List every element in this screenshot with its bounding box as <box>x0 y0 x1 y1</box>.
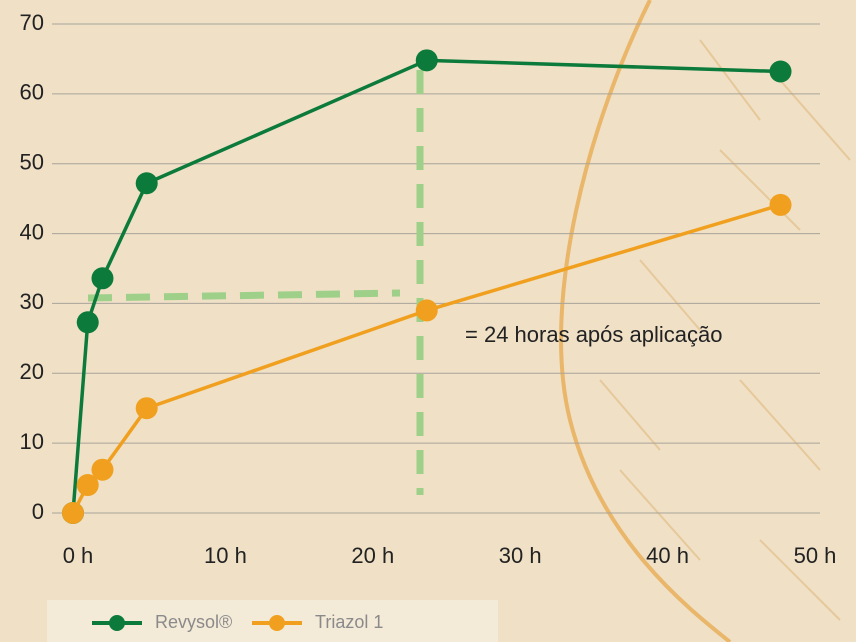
data-point <box>136 397 158 419</box>
x-tick-label: 40 h <box>646 543 689 568</box>
data-point <box>62 502 84 524</box>
y-tick-label: 70 <box>20 10 44 35</box>
y-tick-label: 10 <box>20 429 44 454</box>
chart: 0 10 20 30 40 50 60 70 0 h 10 h 20 h 30 h 40 h 50 h Re… <box>0 0 856 642</box>
y-tick-label: 60 <box>20 80 44 105</box>
data-point <box>770 61 792 83</box>
data-point <box>770 194 792 216</box>
legend-label: Triazol 1 <box>315 612 383 632</box>
y-tick-label: 20 <box>20 359 44 384</box>
y-tick-label: 30 <box>20 289 44 314</box>
data-point <box>416 299 438 321</box>
legend-marker <box>109 615 125 631</box>
x-tick-label: 30 h <box>499 543 542 568</box>
data-point <box>136 172 158 194</box>
x-tick-label: 10 h <box>204 543 247 568</box>
y-tick-label: 40 <box>20 219 44 244</box>
legend-label: Revysol® <box>155 612 232 632</box>
data-point <box>91 459 113 481</box>
annotation: = 24 horas após aplicação <box>465 322 722 347</box>
y-tick-label: 0 <box>32 499 44 524</box>
legend-marker <box>269 615 285 631</box>
x-tick-label: 0 h <box>63 543 94 568</box>
data-point <box>91 267 113 289</box>
x-tick-label: 50 h <box>794 543 837 568</box>
data-point <box>77 311 99 333</box>
y-tick-label: 50 <box>20 150 44 175</box>
x-tick-label: 20 h <box>351 543 394 568</box>
data-point <box>416 49 438 71</box>
